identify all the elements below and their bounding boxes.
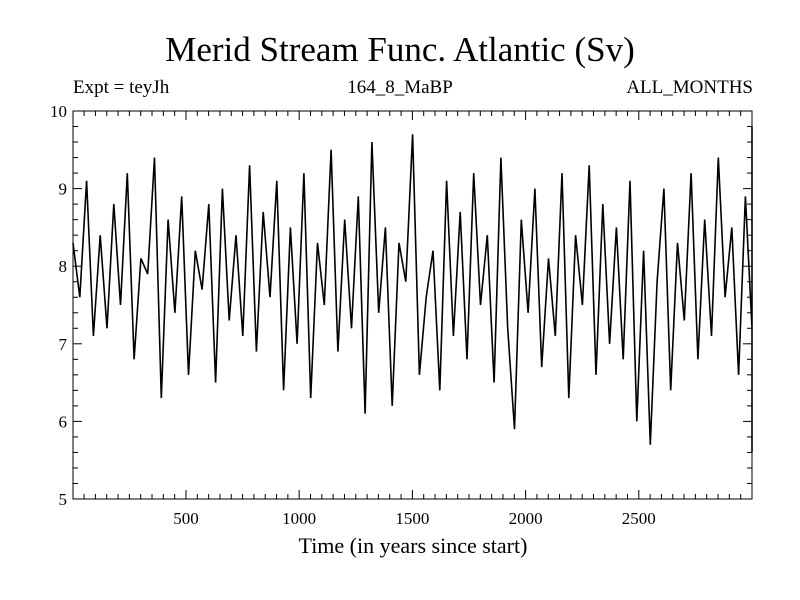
x-tick-label: 2500 bbox=[622, 509, 656, 528]
series-layer bbox=[72, 126, 753, 453]
y-tick-label: 5 bbox=[59, 490, 68, 509]
months-label: ALL_MONTHS bbox=[626, 77, 753, 98]
x-tick-label: 1500 bbox=[395, 509, 429, 528]
x-tick-label: 2000 bbox=[509, 509, 543, 528]
x-axis-label: Time (in years since start) bbox=[298, 533, 528, 558]
plot-frame bbox=[72, 110, 753, 500]
experiment-label: Expt = teyJh bbox=[73, 77, 170, 98]
x-tick-label: 500 bbox=[173, 509, 199, 528]
y-tick-label: 9 bbox=[59, 180, 68, 199]
series-line bbox=[72, 126, 753, 453]
y-tick-label: 10 bbox=[50, 102, 67, 121]
axis-ticks: 500 1000 1500 2000 2500 5 6 7 8 9 10 bbox=[50, 102, 752, 528]
y-tick-label: 7 bbox=[59, 335, 68, 354]
y-tick-label: 6 bbox=[59, 412, 68, 431]
y-tick-label: 8 bbox=[59, 257, 68, 276]
x-tick-label: 1000 bbox=[282, 509, 316, 528]
run-label: 164_8_MaBP bbox=[347, 77, 453, 98]
chart-title: Merid Stream Func. Atlantic (Sv) bbox=[165, 30, 635, 69]
